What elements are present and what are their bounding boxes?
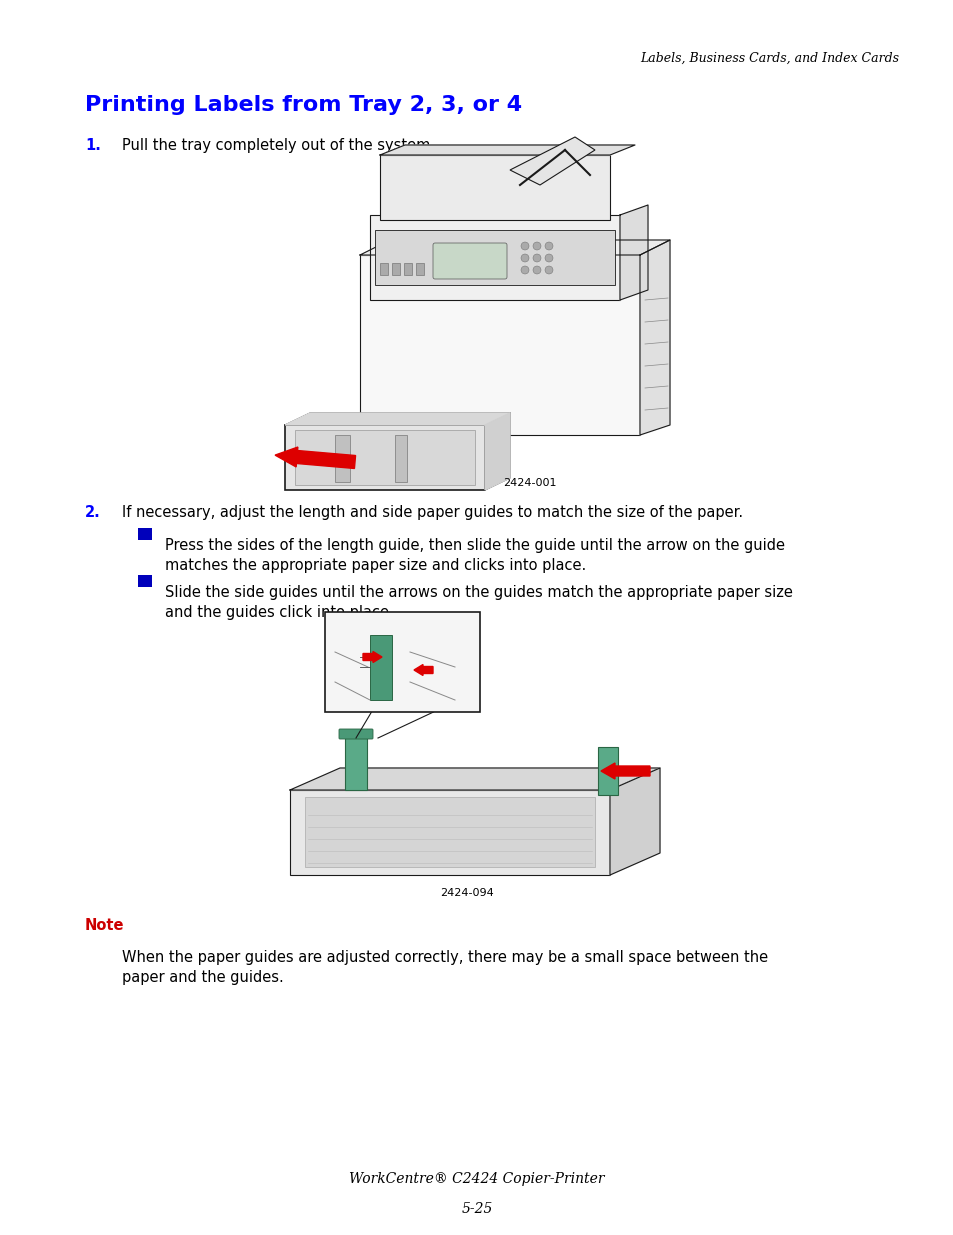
Text: Note: Note [85, 918, 125, 932]
Polygon shape [359, 240, 669, 254]
FancyArrow shape [363, 652, 381, 662]
Bar [335, 435, 350, 482]
Text: If necessary, adjust the length and side paper guides to match the size of the p: If necessary, adjust the length and side… [122, 505, 742, 520]
FancyBboxPatch shape [375, 230, 615, 285]
Polygon shape [609, 768, 659, 876]
FancyArrow shape [600, 763, 649, 779]
FancyArrow shape [414, 664, 433, 676]
FancyBboxPatch shape [370, 635, 392, 700]
Bar [416, 263, 423, 275]
Text: Printing Labels from Tray 2, 3, or 4: Printing Labels from Tray 2, 3, or 4 [85, 95, 521, 115]
Text: WorkCentre® C2424 Copier-Printer: WorkCentre® C2424 Copier-Printer [349, 1172, 604, 1186]
Polygon shape [285, 425, 484, 490]
Bar [403, 263, 412, 275]
Polygon shape [510, 137, 595, 185]
Text: Slide the side guides until the arrows on the guides match the appropriate paper: Slide the side guides until the arrows o… [165, 585, 792, 620]
Circle shape [544, 254, 553, 262]
FancyBboxPatch shape [305, 797, 595, 867]
FancyBboxPatch shape [433, 243, 506, 279]
Text: Labels, Business Cards, and Index Cards: Labels, Business Cards, and Index Cards [639, 52, 898, 65]
FancyBboxPatch shape [338, 729, 373, 739]
Bar [379, 263, 388, 275]
Text: 5-25: 5-25 [461, 1202, 492, 1216]
Circle shape [533, 266, 540, 274]
Text: 1.: 1. [85, 138, 101, 153]
Text: Pull the tray completely out of the system.: Pull the tray completely out of the syst… [122, 138, 435, 153]
FancyBboxPatch shape [370, 215, 619, 300]
FancyBboxPatch shape [294, 430, 475, 485]
Circle shape [544, 242, 553, 249]
Circle shape [544, 266, 553, 274]
Polygon shape [484, 412, 510, 490]
FancyBboxPatch shape [379, 156, 609, 220]
FancyBboxPatch shape [359, 254, 639, 435]
Text: Press the sides of the length guide, then slide the guide until the arrow on the: Press the sides of the length guide, the… [165, 538, 784, 573]
Polygon shape [379, 144, 635, 156]
Text: 2.: 2. [85, 505, 101, 520]
Circle shape [520, 266, 529, 274]
Polygon shape [619, 205, 647, 300]
FancyArrow shape [274, 447, 355, 468]
Text: 2424-094: 2424-094 [440, 888, 494, 898]
FancyBboxPatch shape [290, 790, 609, 876]
FancyBboxPatch shape [345, 739, 367, 790]
Bar [392, 263, 399, 275]
Circle shape [520, 254, 529, 262]
Bar [395, 435, 407, 482]
Bar [138, 529, 152, 540]
FancyBboxPatch shape [598, 747, 618, 795]
Polygon shape [639, 240, 669, 435]
Text: 2424-001: 2424-001 [502, 478, 556, 488]
FancyBboxPatch shape [325, 613, 479, 713]
Text: When the paper guides are adjusted correctly, there may be a small space between: When the paper guides are adjusted corre… [122, 950, 767, 986]
Polygon shape [290, 768, 659, 790]
Bar [138, 576, 152, 587]
Circle shape [533, 242, 540, 249]
Polygon shape [285, 412, 510, 425]
Circle shape [520, 242, 529, 249]
Circle shape [533, 254, 540, 262]
